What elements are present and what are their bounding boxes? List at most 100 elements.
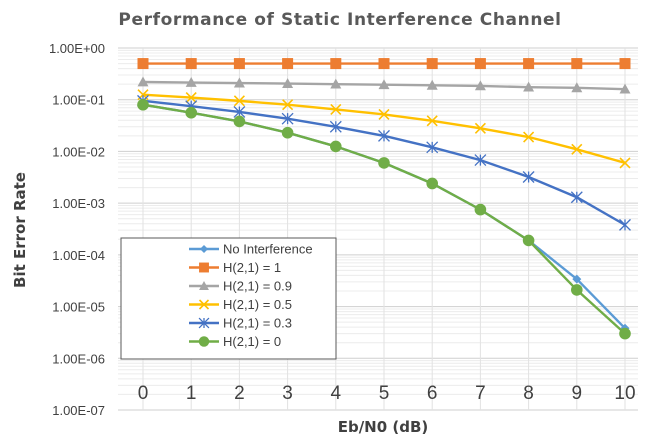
y-tick-label: 1.00E-03	[52, 196, 105, 211]
legend-swatch-marker	[198, 299, 210, 310]
data-point	[522, 234, 535, 247]
legend-label: H(2,1) = 0.3	[223, 316, 292, 331]
data-point	[570, 191, 583, 204]
x-tick-label: 4	[331, 383, 342, 404]
data-point	[426, 141, 439, 154]
legend-label: H(2,1) = 0.9	[223, 279, 292, 294]
data-point	[185, 92, 197, 104]
data-point	[137, 58, 149, 70]
data-point	[233, 105, 246, 118]
data-point	[571, 58, 583, 70]
legend-item: H(2,1) = 0	[189, 334, 281, 349]
legend-item: H(2,1) = 1	[189, 260, 281, 275]
data-point	[522, 171, 535, 183]
data-point	[185, 58, 197, 70]
data-point	[185, 77, 197, 87]
legend-item: No Interference	[189, 242, 313, 257]
y-tick-label: 1.00E-02	[52, 144, 105, 159]
x-tick-label: 7	[475, 383, 486, 404]
data-point	[426, 58, 438, 70]
data-point	[474, 58, 486, 70]
x-tick-label: 10	[614, 383, 635, 404]
data-point	[378, 58, 390, 70]
chart-title: Performance of Static Interference Chann…	[118, 10, 561, 30]
data-point	[329, 120, 342, 133]
data-point	[474, 154, 487, 167]
legend-swatch-marker	[199, 244, 209, 254]
data-point	[572, 274, 582, 284]
data-point	[330, 58, 342, 70]
data-point	[233, 58, 245, 70]
data-point	[378, 157, 390, 169]
data-point	[233, 77, 245, 88]
data-point	[282, 58, 294, 70]
legend-label: H(2,1) = 0	[223, 334, 281, 349]
legend-swatch-marker	[198, 336, 210, 347]
data-point	[378, 129, 390, 142]
data-point	[426, 177, 439, 190]
x-tick-label: 8	[523, 383, 534, 404]
data-point	[330, 103, 342, 115]
y-tick-label: 1.00E-01	[52, 93, 105, 108]
data-point	[426, 79, 438, 90]
data-point	[137, 98, 149, 111]
legend-swatch-marker	[199, 281, 209, 290]
data-point	[378, 108, 390, 120]
data-point	[571, 143, 583, 155]
legend-label: H(2,1) = 0.5	[223, 297, 292, 312]
legend-box	[120, 237, 337, 360]
data-point	[330, 78, 342, 89]
data-point	[619, 58, 631, 70]
legend: No Interference H(2,1) = 1 H(2,1) = 0.9 H(2…	[120, 237, 337, 360]
x-tick-label: 2	[234, 383, 245, 404]
data-point	[281, 126, 294, 139]
y-tick-label: 1.00E-06	[52, 351, 105, 366]
y-tick-label: 1.00E-07	[52, 403, 105, 418]
x-tick-label: 0	[138, 383, 149, 404]
data-point	[233, 115, 246, 128]
data-point	[474, 203, 487, 216]
legend-item: H(2,1) = 0.3	[189, 316, 292, 331]
data-point	[137, 76, 149, 87]
y-tick-label: 1.00E-04	[52, 248, 105, 263]
data-point	[523, 131, 535, 143]
x-axis-label: Eb/N0 (dB)	[338, 418, 429, 436]
x-tick-label: 3	[282, 383, 293, 404]
x-tick-label: 5	[379, 383, 390, 404]
series-1	[137, 58, 631, 70]
legend-item: H(2,1) = 0.9	[189, 279, 292, 294]
data-point	[571, 284, 583, 296]
series-5	[137, 98, 631, 340]
data-point	[619, 218, 631, 231]
y-axis-label: Bit Error Rate	[11, 172, 29, 288]
data-point	[523, 58, 535, 70]
legend-swatch-marker	[199, 262, 209, 273]
legend-swatch-marker	[198, 317, 210, 329]
series-layer	[137, 58, 631, 340]
y-tick-label: 1.00E-05	[52, 300, 105, 315]
data-point	[523, 81, 535, 92]
data-point	[185, 106, 197, 119]
data-point	[281, 112, 294, 125]
series-3	[137, 89, 631, 169]
y-tick-label: 1.00E+00	[49, 41, 105, 56]
data-point	[474, 80, 486, 91]
data-point	[378, 79, 390, 90]
x-tick-label: 1	[186, 383, 197, 404]
data-point	[619, 157, 631, 169]
legend-item: H(2,1) = 0.5	[189, 297, 292, 312]
data-point	[571, 82, 583, 93]
x-tick-label: 9	[572, 383, 583, 404]
y-tick-labels: 1.00E+00 1.00E-01 1.00E-02 1.00E-03 1.00E-04…	[49, 41, 105, 418]
data-point	[619, 327, 631, 340]
data-point	[474, 122, 486, 134]
data-point	[330, 140, 342, 153]
data-point	[619, 83, 631, 94]
data-point	[282, 99, 294, 111]
data-point	[426, 115, 438, 127]
x-tick-labels: 0 1 2 3 4 5 6 7 8 9 10	[138, 383, 636, 404]
data-point	[233, 95, 245, 107]
x-tick-label: 6	[427, 383, 438, 404]
series-2	[137, 76, 631, 94]
